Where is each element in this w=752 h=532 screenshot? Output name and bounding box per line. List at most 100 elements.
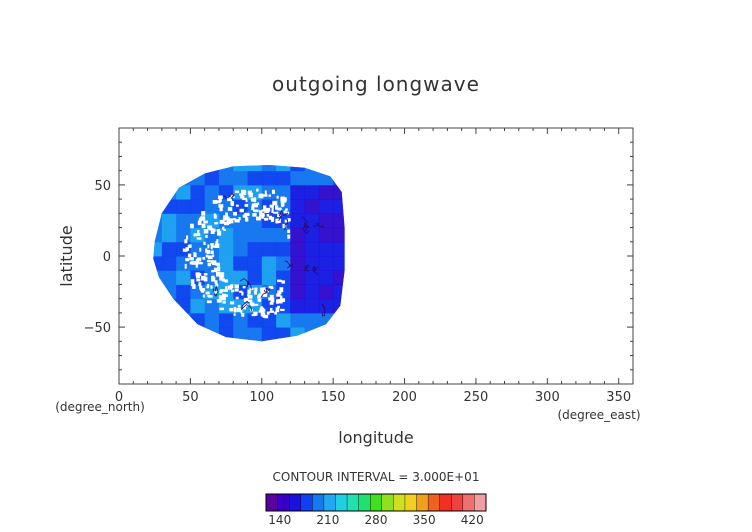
cold-cloud-pixel xyxy=(271,210,274,213)
cold-cloud-pixel xyxy=(247,190,252,195)
cold-cloud-pixel xyxy=(236,219,240,223)
field-cell xyxy=(233,241,248,257)
cold-cloud-pixel xyxy=(202,256,206,260)
cold-cloud-pixel xyxy=(268,285,273,289)
colorbar-swatch xyxy=(358,493,371,512)
cold-cloud-pixel xyxy=(212,199,218,204)
field-cell xyxy=(290,241,306,257)
cold-cloud-pixel xyxy=(190,279,195,283)
contour-line xyxy=(301,216,310,228)
cold-cloud-pixel xyxy=(250,198,254,201)
cold-cloud-pixel xyxy=(280,308,285,312)
field-cell xyxy=(333,270,345,285)
contour-line xyxy=(312,265,319,276)
cold-cloud-pixel xyxy=(210,250,214,254)
field-cell xyxy=(347,341,362,356)
field-cell xyxy=(162,341,177,356)
field-cell xyxy=(261,165,277,172)
cold-cloud-pixel xyxy=(276,299,279,304)
field-cell xyxy=(204,184,220,200)
chart-title: outgoing longwave xyxy=(272,72,480,96)
cold-cloud-pixel xyxy=(261,209,266,212)
cold-cloud-pixel xyxy=(211,254,215,258)
colorbar-swatch xyxy=(427,493,441,512)
field-cell xyxy=(318,184,334,200)
cold-cloud-pixel xyxy=(217,195,223,199)
x-tick-label: 200 xyxy=(392,390,417,405)
field-cell xyxy=(347,156,362,171)
cold-cloud-pixel xyxy=(234,190,240,193)
field-cell xyxy=(161,184,177,200)
field-cell xyxy=(233,327,248,342)
field-cell xyxy=(333,165,345,172)
cold-cloud-pixel xyxy=(235,204,239,207)
cold-cloud-pixel xyxy=(251,206,255,211)
cold-cloud-pixel xyxy=(231,289,235,293)
cold-cloud-pixel xyxy=(274,311,277,315)
cold-cloud-pixel xyxy=(234,284,240,289)
cold-cloud-pixel xyxy=(210,260,214,264)
cold-cloud-pixel xyxy=(218,197,222,203)
field-cell xyxy=(347,199,362,214)
field-cell xyxy=(204,227,220,243)
field-cell xyxy=(318,213,334,229)
cold-cloud-pixel xyxy=(185,247,190,251)
field-cell xyxy=(305,341,320,356)
cold-cloud-pixel xyxy=(264,217,269,221)
field-cell xyxy=(318,312,334,328)
field-cell xyxy=(233,199,248,214)
cold-cloud-pixel xyxy=(230,201,235,206)
field-cell xyxy=(153,199,163,214)
cold-cloud-pixel xyxy=(221,295,226,301)
cold-cloud-pixel xyxy=(192,283,196,289)
cold-cloud-pixel xyxy=(240,195,245,199)
field-cell xyxy=(176,213,191,229)
cold-cloud-pixel xyxy=(213,290,218,294)
field-cell xyxy=(347,256,362,271)
colorbar-swatch xyxy=(404,493,418,512)
x-tick-label: 100 xyxy=(249,390,274,405)
field-cell xyxy=(176,199,191,214)
cold-cloud-pixel xyxy=(264,190,267,195)
field-cell xyxy=(347,284,362,299)
cold-cloud-pixel xyxy=(216,299,222,303)
contour-line xyxy=(223,192,236,199)
field-cell xyxy=(261,170,277,186)
field-cell xyxy=(333,241,345,257)
field-cell xyxy=(153,270,163,285)
cold-cloud-pixel xyxy=(260,193,264,199)
field-cell xyxy=(190,165,206,172)
field-cell xyxy=(276,165,291,172)
cold-cloud-pixel xyxy=(247,294,253,299)
field-cell xyxy=(233,256,248,271)
field-cell xyxy=(233,341,248,356)
cold-cloud-pixel xyxy=(245,199,248,203)
cold-cloud-pixel xyxy=(184,263,187,269)
cold-cloud-pixel xyxy=(255,216,261,221)
cold-cloud-pixel xyxy=(251,314,256,317)
field-cell xyxy=(262,341,277,356)
field-cell xyxy=(153,256,163,271)
field-cell xyxy=(247,312,263,328)
cold-cloud-pixel xyxy=(251,203,255,207)
cold-cloud-pixel xyxy=(218,204,224,208)
cold-cloud-pixel xyxy=(242,285,246,289)
cold-cloud-pixel xyxy=(254,287,258,292)
field-cell xyxy=(190,199,206,214)
field-cell xyxy=(190,327,206,342)
cold-cloud-pixel xyxy=(205,254,209,258)
field-cell xyxy=(233,270,248,285)
field-cell xyxy=(161,165,177,172)
cold-cloud-pixel xyxy=(276,293,281,297)
cold-cloud-pixel xyxy=(207,295,213,298)
field-cell xyxy=(304,199,320,214)
cold-cloud-pixel xyxy=(219,272,225,278)
field-cell xyxy=(319,341,334,356)
field-cell xyxy=(161,256,177,271)
cold-cloud-pixel xyxy=(248,192,253,198)
contour-line xyxy=(240,300,253,312)
cold-cloud-pixel xyxy=(240,309,243,314)
field-cell xyxy=(161,199,177,214)
field-cell xyxy=(161,312,177,328)
cold-cloud-pixel xyxy=(219,206,223,212)
